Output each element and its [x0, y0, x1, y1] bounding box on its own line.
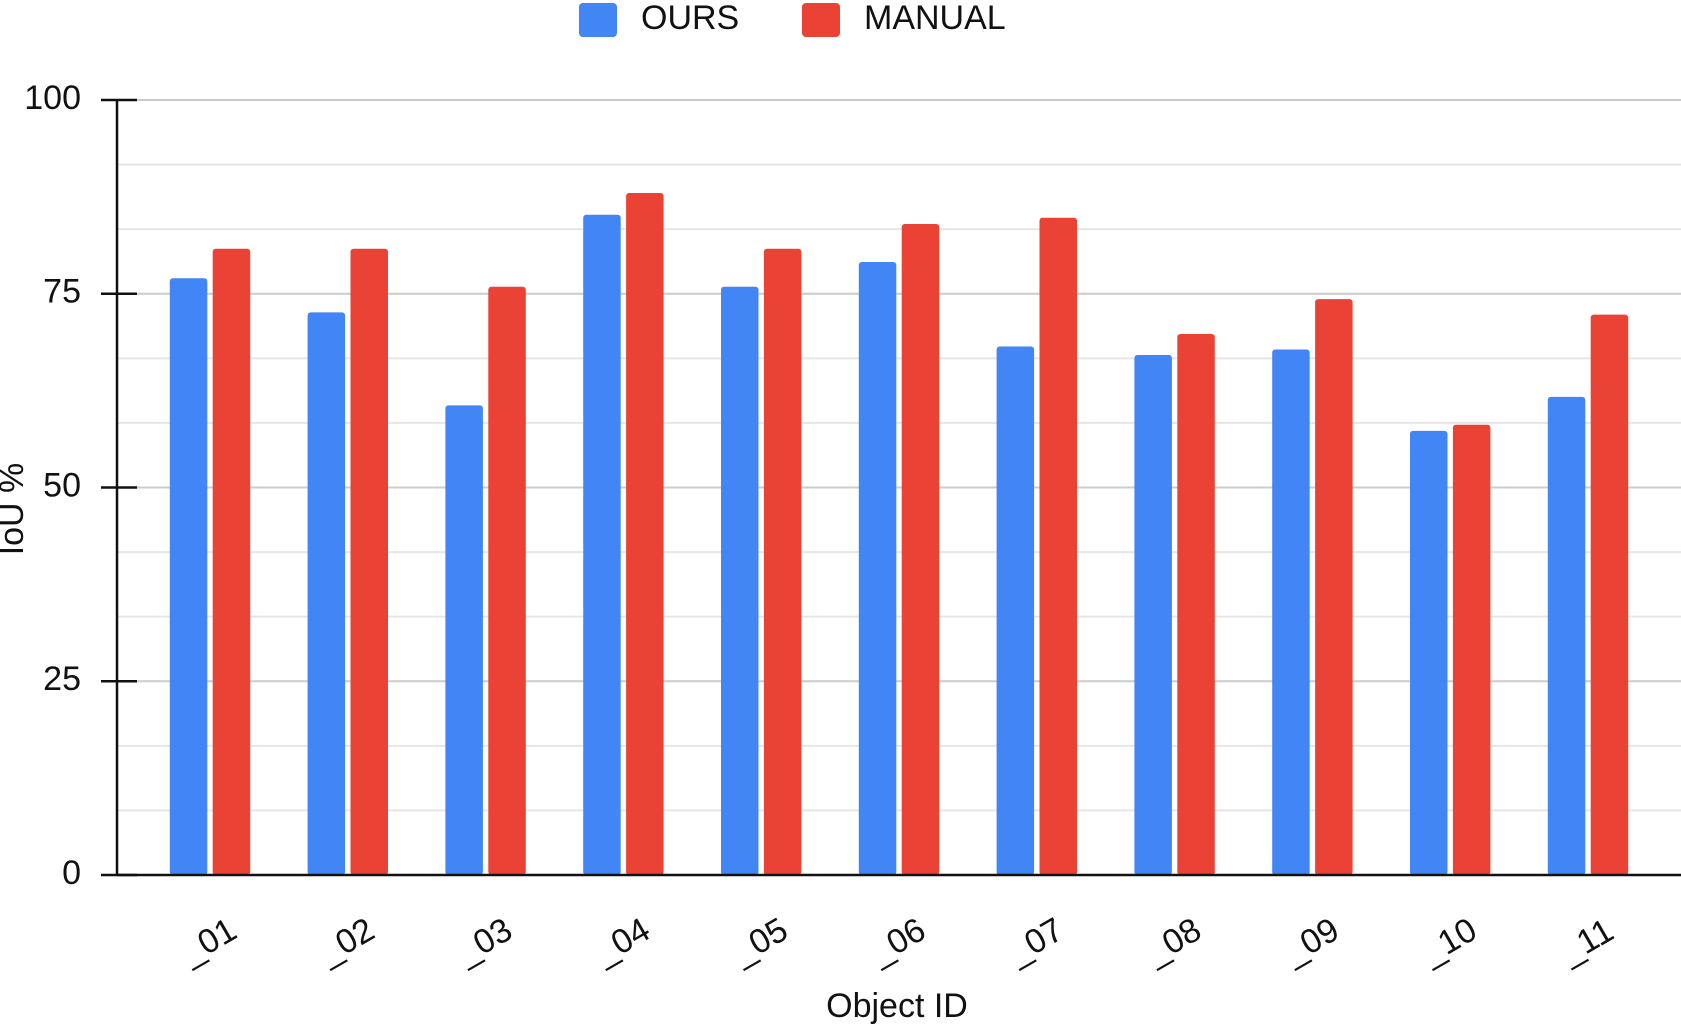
bar — [721, 286, 759, 875]
x-tick-label: _08 — [1139, 911, 1208, 973]
x-tick-label: _10 — [1414, 911, 1483, 973]
bar — [1590, 314, 1629, 875]
bar — [1177, 334, 1215, 875]
bar — [169, 278, 208, 875]
x-tick-label: _09 — [1276, 911, 1345, 973]
x-tick-label: _03 — [450, 911, 519, 973]
bar — [626, 193, 664, 875]
y-axis-title: IoU % — [0, 463, 31, 556]
bar — [1134, 354, 1172, 876]
bar — [445, 405, 483, 875]
bar — [763, 248, 802, 876]
y-tick-label: 75 — [43, 273, 81, 311]
bar — [212, 248, 251, 876]
bar — [1315, 299, 1353, 875]
legend-label: OURS — [641, 0, 739, 37]
bar — [1410, 430, 1448, 875]
y-tick-label: 25 — [43, 660, 81, 698]
x-tick-label: _05 — [725, 911, 794, 973]
bar — [350, 248, 388, 876]
bar — [488, 286, 526, 875]
bar — [1272, 349, 1310, 875]
y-tick-label: 100 — [24, 79, 81, 117]
bar — [1452, 424, 1491, 875]
legend-swatch — [802, 3, 840, 37]
x-tick-label: _06 — [863, 911, 932, 973]
x-axis-title: Object ID — [826, 987, 968, 1025]
legend-label: MANUAL — [864, 0, 1006, 37]
bar — [307, 312, 346, 876]
y-tick-label: 0 — [62, 854, 81, 892]
bar — [858, 261, 897, 876]
x-tick-label: _07 — [1001, 911, 1070, 973]
bar — [901, 224, 940, 875]
x-tick-label: _04 — [587, 911, 656, 973]
bar — [996, 346, 1035, 875]
x-tick-label: _01 — [174, 911, 243, 973]
y-tick-label: 50 — [43, 466, 81, 504]
bar — [583, 214, 621, 875]
legend-swatch — [579, 3, 617, 37]
x-tick-label: _11 — [1553, 911, 1620, 972]
bar — [1039, 217, 1077, 876]
x-tick-label: _02 — [312, 911, 381, 973]
bar — [1547, 396, 1586, 875]
